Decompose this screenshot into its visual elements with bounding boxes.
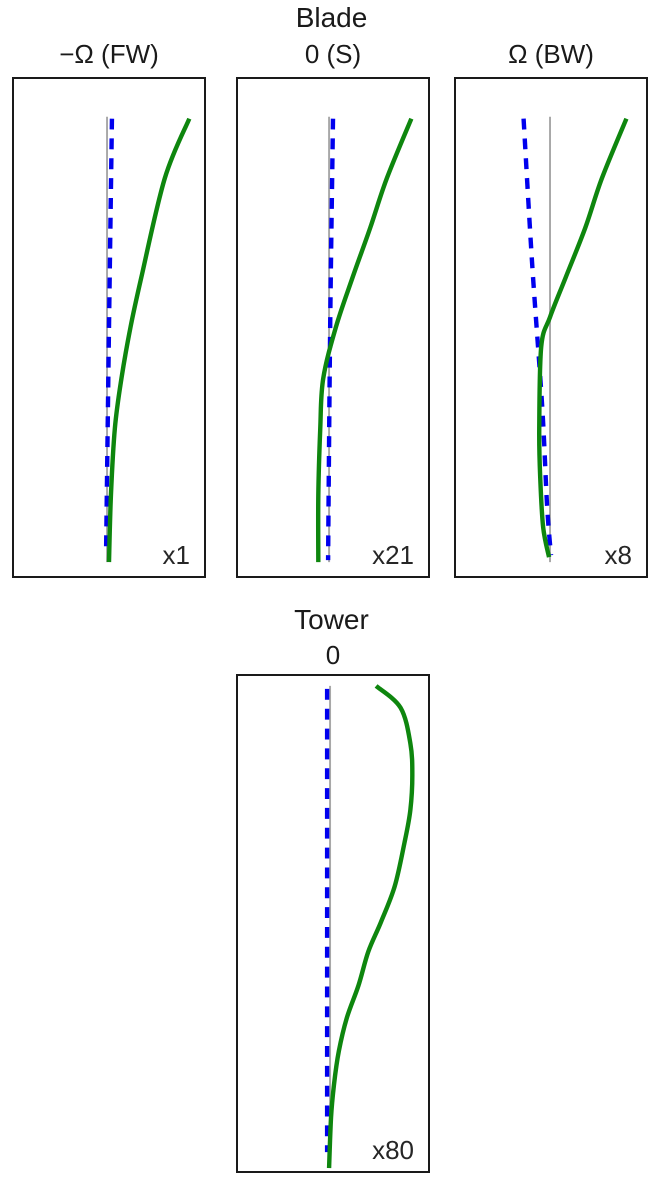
tower-0-panel: x80 [236,674,430,1173]
blue-dashed-curve [521,118,554,556]
blade-fw-title: −Ω (FW) [59,39,159,69]
green-solid-curve [537,117,629,558]
blade-fw-panel: x1 [12,77,206,578]
green-solid-curve [315,117,414,563]
tower-0-title: 0 [325,640,341,670]
blue-dashed-curve [103,118,115,554]
tower-group-title: Tower [294,604,369,635]
blue-dashed-curve [325,118,336,561]
green-solid-curve [106,117,192,563]
blade-bw-scale-annotation: x8 [604,540,632,570]
green-solid-curve [326,684,415,1169]
blade-bw-panel: x8 [454,77,648,578]
blade-s-panel: x21 [236,77,430,578]
blade-s-plot [315,116,414,563]
tower-0-plot [324,684,415,1169]
blade-s-title: 0 (S) [304,39,362,69]
blade-bw-plot [521,116,629,563]
blade-bw-title: Ω (BW) [508,39,594,69]
blade-group-title: Blade [295,2,368,33]
blade-s-scale-annotation: x21 [372,540,414,570]
blade-fw-plot [103,116,192,563]
tower-0-scale-annotation: x80 [372,1135,414,1165]
blade-fw-scale-annotation: x1 [162,540,190,570]
